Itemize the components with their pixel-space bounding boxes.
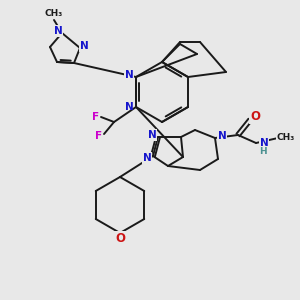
- Text: N: N: [142, 153, 152, 163]
- Text: CH₃: CH₃: [45, 10, 63, 19]
- Text: N: N: [80, 41, 88, 51]
- Text: F: F: [95, 131, 103, 141]
- Text: N: N: [80, 41, 88, 51]
- Text: N: N: [218, 131, 226, 141]
- Text: N: N: [148, 130, 156, 140]
- Text: H: H: [259, 146, 267, 155]
- Text: CH₃: CH₃: [277, 134, 295, 142]
- Text: N: N: [54, 26, 62, 36]
- Text: CH₃: CH₃: [277, 134, 295, 142]
- Text: N: N: [54, 26, 62, 36]
- Text: N: N: [142, 153, 152, 163]
- Text: O: O: [115, 232, 125, 244]
- Text: N: N: [80, 41, 88, 51]
- Text: F: F: [92, 112, 100, 122]
- Text: F: F: [95, 131, 103, 141]
- Text: N: N: [260, 138, 268, 148]
- Text: N: N: [148, 130, 156, 140]
- Text: O: O: [115, 232, 125, 244]
- Text: F: F: [92, 112, 100, 122]
- Text: O: O: [250, 110, 260, 124]
- Text: N: N: [124, 102, 134, 112]
- Text: CH₃: CH₃: [45, 10, 63, 19]
- Text: N: N: [218, 131, 226, 141]
- Text: N: N: [124, 70, 134, 80]
- Text: N: N: [54, 26, 62, 36]
- Text: N: N: [124, 70, 134, 80]
- Text: H: H: [259, 146, 267, 155]
- Text: N: N: [218, 131, 226, 141]
- Text: O: O: [250, 110, 260, 124]
- Text: N: N: [260, 138, 268, 148]
